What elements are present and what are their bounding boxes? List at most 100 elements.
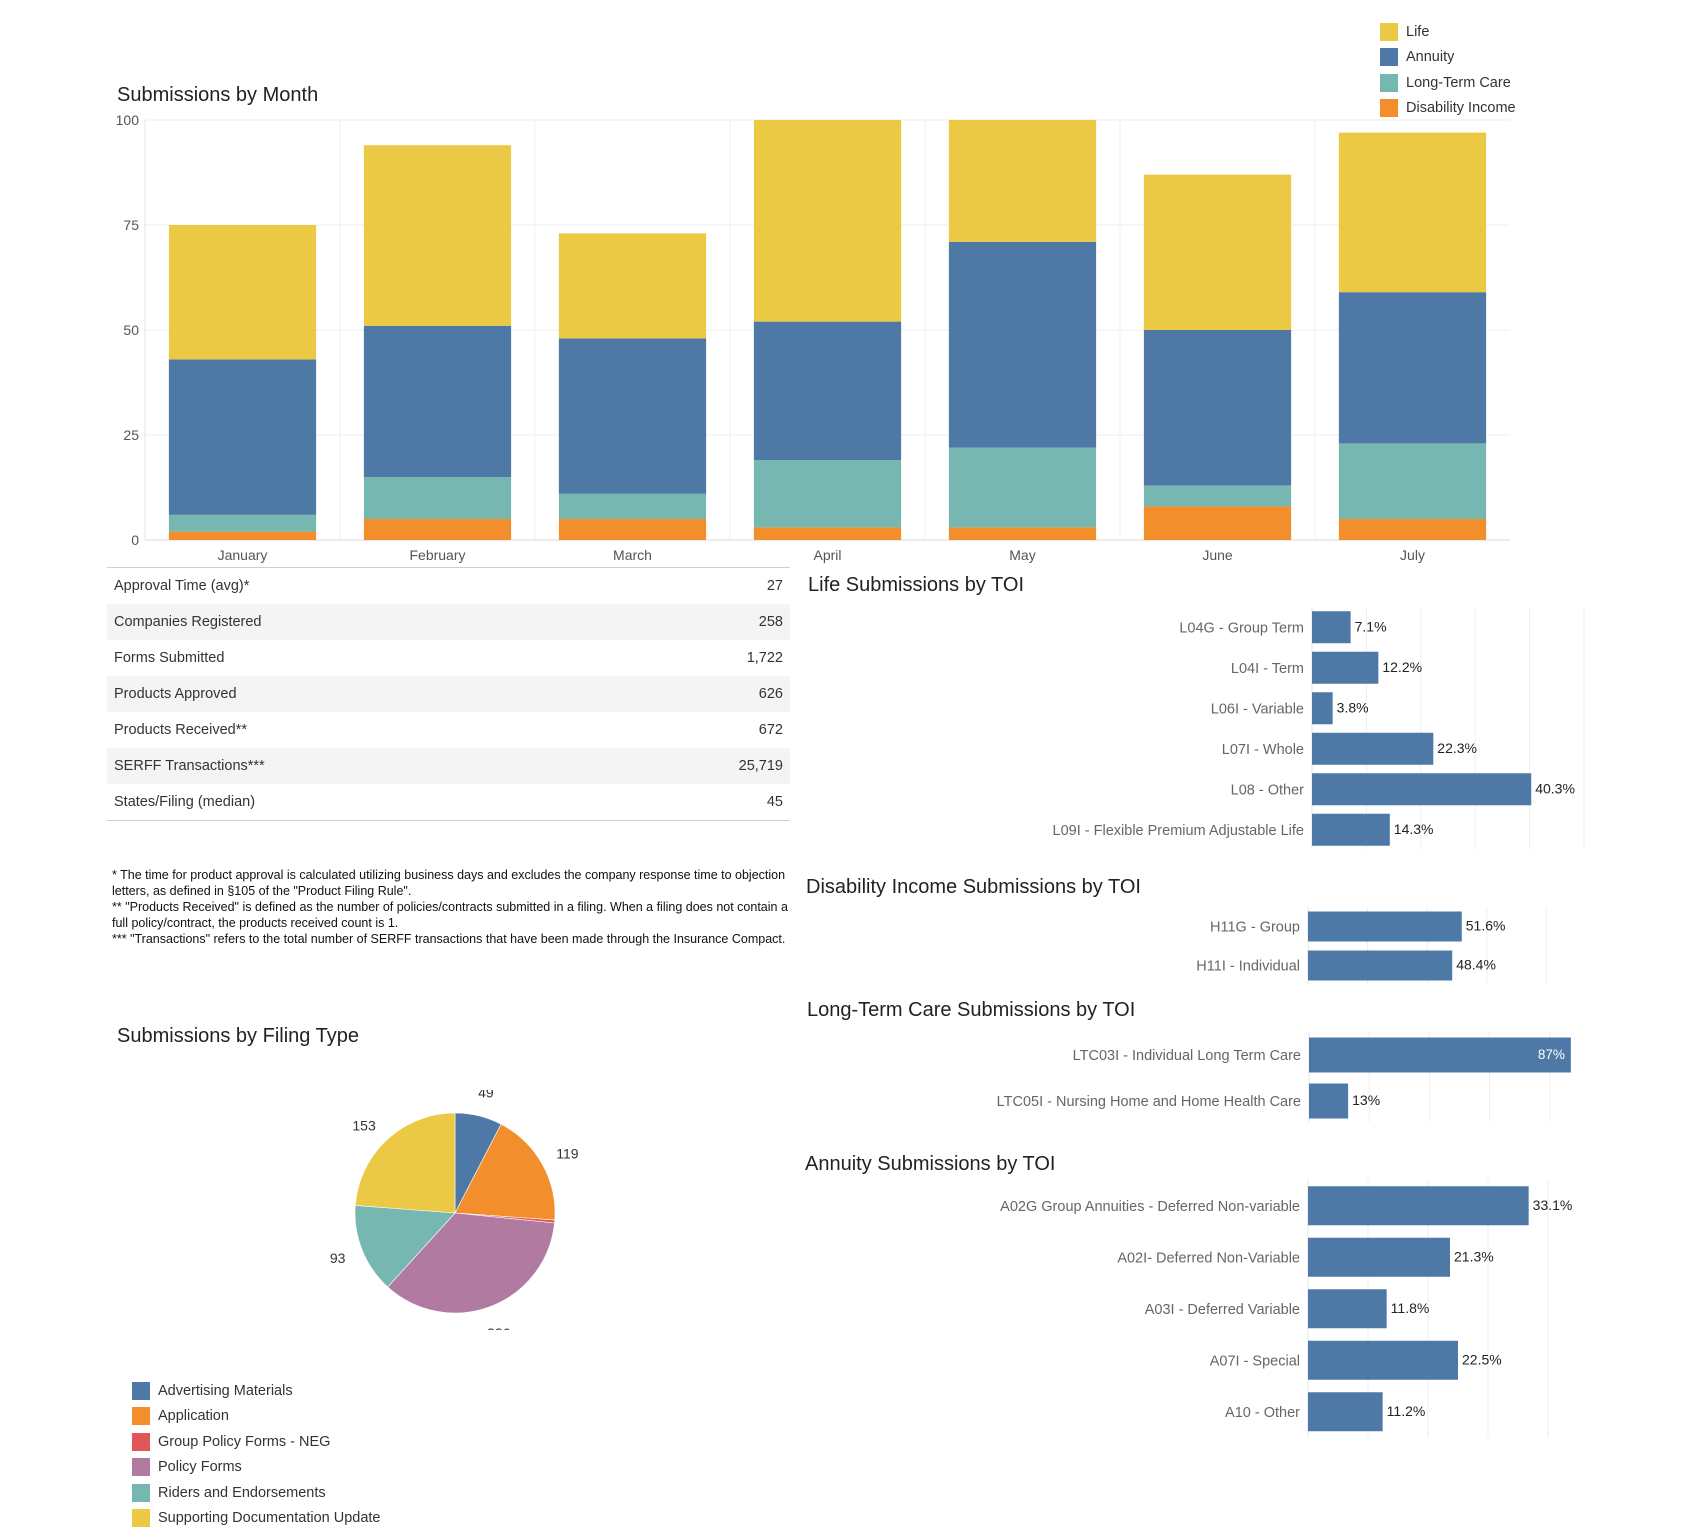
footnote: * The time for product approval is calcu… [112, 868, 786, 898]
bar-segment [558, 233, 707, 339]
legend-item: Supporting Documentation Update [132, 1506, 380, 1532]
legend-swatch [132, 1432, 150, 1451]
month-chart-title: Submissions by Month [117, 84, 319, 106]
kpi-label: SERFF Transactions*** [114, 758, 265, 774]
legend-item: Life [1380, 19, 1516, 45]
kpi-table: Approval Time (avg)* 27 Companies Registe… [107, 567, 790, 821]
category-label: L04G - Group Term [1179, 620, 1304, 636]
y-tick-label: 50 [123, 322, 139, 338]
pie-value-label: 119 [556, 1145, 579, 1161]
value-label: 12.2% [1382, 659, 1422, 675]
legend-item: Advertising Materials [132, 1378, 380, 1404]
footnote: *** "Transactions" refers to the total n… [112, 932, 786, 946]
value-label: 33.1% [1533, 1197, 1573, 1213]
category-label: L09I - Flexible Premium Adjustable Life [1053, 823, 1304, 839]
kpi-value: 626 [758, 686, 783, 702]
legend-label: Riders and Endorsements [158, 1484, 326, 1501]
category-label: A07I - Special [1210, 1353, 1300, 1369]
bar-segment [558, 338, 707, 494]
y-tick-label: 0 [131, 532, 139, 548]
kpi-row: Approval Time (avg)* 27 [107, 568, 790, 604]
category-label: L06I - Variable [1211, 701, 1304, 717]
legend-item: Long-Term Care [1380, 70, 1516, 96]
toi-bar [1308, 1289, 1387, 1329]
toi-bar [1308, 950, 1453, 981]
legend-item: Application [132, 1404, 380, 1430]
category-label: H11I - Individual [1196, 959, 1300, 975]
value-label: 14.3% [1394, 821, 1434, 837]
x-tick-label: July [1400, 547, 1425, 563]
toi-bar [1312, 692, 1333, 725]
value-label: 7.1% [1355, 618, 1387, 634]
value-label: 11.2% [1387, 1403, 1426, 1419]
pie-value-label: 153 [352, 1118, 376, 1134]
category-label: A02I- Deferred Non-Variable [1117, 1250, 1300, 1266]
pie-slice [387, 1212, 555, 1314]
filing-type-legend: Advertising Materials Application Group Po… [132, 1378, 380, 1531]
month-legend: Life Annuity Long-Term Care Disability Inco… [1380, 19, 1516, 121]
bar-segment [753, 321, 902, 461]
category-label: A10 - Other [1225, 1405, 1300, 1421]
category-label: LTC05I - Nursing Home and Home Health Ca… [997, 1094, 1301, 1110]
filing-chart-title: Submissions by Filing Type [117, 1025, 359, 1047]
bar-segment [168, 225, 317, 360]
toi-bar [1308, 1392, 1383, 1432]
legend-swatch [132, 1407, 150, 1426]
x-tick-label: May [1009, 547, 1035, 563]
bar-segment [558, 493, 707, 519]
kpi-label: States/Filing (median) [114, 794, 256, 810]
value-label: 3.8% [1337, 699, 1369, 715]
legend-swatch [132, 1483, 150, 1502]
footnote: ** "Products Received" is defined as the… [112, 900, 788, 930]
kpi-row: Companies Registered 258 [107, 604, 790, 640]
value-label: 87% [1538, 1047, 1565, 1062]
bar-segment [363, 519, 512, 540]
category-label: L08 - Other [1231, 782, 1305, 798]
value-label: 13% [1352, 1092, 1380, 1108]
legend-label: Annuity [1406, 49, 1455, 66]
legend-label: Supporting Documentation Update [158, 1510, 381, 1527]
kpi-label: Products Received** [114, 722, 247, 738]
legend-label: Application [158, 1408, 229, 1425]
legend-swatch [1380, 22, 1398, 41]
category-label: H11G - Group [1210, 920, 1300, 936]
pie-slice [354, 1112, 456, 1214]
bar-segment [948, 447, 1097, 528]
bar-segment [363, 145, 512, 326]
kpi-value: 25,719 [738, 758, 783, 774]
value-label: 11.8% [1391, 1300, 1430, 1316]
ltc-chart-title: Long-Term Care Submissions by TOI [807, 999, 1136, 1021]
y-tick-label: 75 [123, 217, 139, 233]
bar-segment [948, 241, 1097, 448]
kpi-row: Forms Submitted 1,722 [107, 640, 790, 676]
bar-segment [948, 527, 1097, 540]
bar-segment [168, 531, 317, 540]
annuity-chart-title: Annuity Submissions by TOI [805, 1153, 1056, 1175]
bar-segment [1338, 132, 1487, 293]
kpi-value: 27 [766, 578, 783, 594]
legend-swatch [1380, 73, 1398, 92]
bar-segment [168, 514, 317, 532]
bar-segment [1143, 506, 1292, 540]
legend-label: Life [1406, 23, 1430, 40]
pie-value-label: 49 [478, 1090, 494, 1100]
value-label: 21.3% [1454, 1248, 1494, 1264]
life-chart-title: Life Submissions by TOI [808, 574, 1025, 596]
legend-label: Group Policy Forms - NEG [158, 1433, 331, 1450]
toi-bar [1312, 651, 1379, 684]
life-toi-chart: L04G - Group Term 7.1% L04I - Term 12.2% L06… [1053, 607, 1585, 850]
value-label: 22.5% [1462, 1351, 1502, 1367]
legend-item: Annuity [1380, 45, 1516, 71]
legend-swatch [1380, 99, 1398, 118]
bar-segment [753, 460, 902, 528]
toi-bar [1308, 1186, 1529, 1226]
legend-label: Long-Term Care [1406, 74, 1511, 91]
pie-value-label: 93 [330, 1250, 346, 1266]
annuity-toi-chart: A02G Group Annuities - Deferred Non-vari… [1000, 1180, 1573, 1438]
bar-segment [1338, 519, 1487, 540]
kpi-label: Companies Registered [114, 614, 262, 630]
kpi-label: Approval Time (avg)* [114, 578, 250, 594]
bar-segment [1143, 174, 1292, 330]
submissions-by-filing-type-pie: 49119322693153 [330, 1090, 579, 1330]
value-label: 48.4% [1456, 957, 1496, 973]
